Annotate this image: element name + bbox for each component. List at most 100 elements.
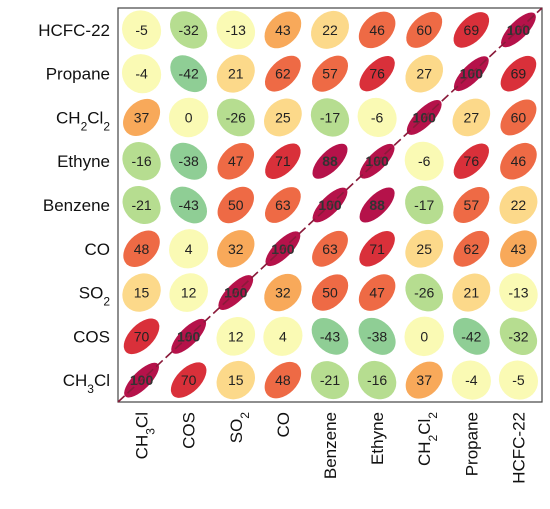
correlation-value: -6	[371, 109, 384, 125]
correlation-cells: -5-32-134322466069100-4-4221625776271006…	[121, 10, 539, 400]
correlation-cell: -4	[121, 54, 162, 94]
correlation-value: 32	[275, 285, 291, 301]
correlation-ellipse	[170, 142, 208, 180]
correlation-value: 37	[416, 372, 432, 388]
correlation-value: -4	[465, 372, 478, 388]
row-label-benzene: Benzene	[43, 196, 110, 215]
correlation-cell: 70	[170, 362, 207, 398]
correlation-ellipse	[498, 360, 539, 400]
correlation-ellipse	[500, 142, 537, 180]
correlation-ellipse	[122, 185, 161, 225]
correlation-cell: -32	[499, 317, 538, 356]
column-label-ch2cl2: CH2Cl2	[415, 412, 440, 466]
correlation-ellipse	[121, 10, 162, 50]
correlation-ellipse	[500, 99, 537, 136]
correlation-cell: 4	[263, 316, 303, 356]
correlation-cell: 69	[453, 12, 490, 48]
correlation-cell: 43	[500, 230, 537, 268]
correlation-value: 70	[181, 372, 197, 388]
correlation-cell: 60	[500, 99, 537, 136]
correlation-ellipse	[123, 230, 160, 268]
correlation-value: 60	[511, 109, 527, 125]
row-label-ethyne: Ethyne	[57, 152, 110, 171]
correlation-value: 22	[322, 22, 338, 38]
correlation-cell: 37	[405, 361, 443, 399]
correlation-value: 22	[511, 197, 527, 213]
correlation-cell: 63	[312, 230, 348, 267]
correlation-value: 12	[228, 328, 244, 344]
column-label-cos: COS	[180, 412, 199, 449]
row-label-co: CO	[85, 240, 111, 259]
correlation-cell: -42	[452, 317, 490, 355]
correlation-cell: 25	[405, 229, 444, 268]
correlation-cell: -42	[170, 55, 208, 93]
correlation-ellipse	[217, 142, 255, 180]
correlation-ellipse	[169, 11, 208, 49]
correlation-value: 25	[275, 109, 291, 125]
correlation-value: 62	[275, 66, 291, 82]
correlation-ellipse	[358, 317, 396, 355]
correlation-value: 0	[420, 328, 428, 344]
correlation-cell: -17	[310, 98, 350, 137]
correlation-value: -42	[179, 66, 199, 82]
correlation-ellipse	[169, 273, 208, 312]
correlation-value: 37	[134, 109, 150, 125]
correlation-value: 12	[181, 285, 197, 301]
correlation-cell: 57	[311, 55, 349, 92]
correlation-value: -4	[135, 66, 148, 82]
correlation-ellipse	[405, 185, 444, 225]
correlation-cell: 22	[499, 186, 538, 224]
correlation-ellipse	[263, 316, 303, 356]
correlation-value: 69	[511, 66, 527, 82]
correlation-value: 27	[416, 66, 432, 82]
plot-frame	[117, 7, 543, 403]
correlation-cell: 37	[123, 98, 161, 136]
correlation-ellipse	[123, 318, 160, 355]
correlation-cell: 48	[123, 230, 160, 268]
correlation-value: -5	[512, 372, 525, 388]
row-label-cos: COS	[73, 327, 110, 346]
correlation-ellipse	[121, 54, 162, 94]
correlation-cell: 12	[216, 317, 256, 356]
correlation-ellipse	[404, 316, 444, 357]
correlation-cell: 57	[453, 186, 490, 224]
correlation-cell: 21	[452, 273, 491, 312]
correlation-cell: 48	[264, 361, 302, 399]
correlation-value: 46	[369, 22, 385, 38]
column-label-co: CO	[274, 412, 293, 438]
correlation-ellipse	[359, 55, 395, 92]
correlation-ellipse	[264, 187, 301, 223]
correlation-value: 21	[228, 66, 244, 82]
correlation-cell: 71	[359, 231, 395, 267]
correlation-ellipse	[406, 11, 443, 48]
correlation-value: -43	[320, 328, 340, 344]
correlation-ellipse	[264, 98, 302, 137]
correlation-cell: 4	[169, 229, 209, 269]
row-label-hcfc-22: HCFC-22	[38, 21, 110, 40]
correlation-ellipse	[358, 11, 396, 49]
correlation-ellipse	[216, 10, 256, 50]
correlation-ellipse	[453, 143, 490, 179]
correlation-cell: 27	[405, 54, 444, 93]
column-label-ethyne: Ethyne	[368, 412, 387, 465]
correlation-cell: 21	[216, 54, 255, 93]
correlation-value: 4	[279, 328, 287, 344]
correlation-ellipse	[452, 98, 491, 137]
correlation-cell: -21	[310, 361, 350, 400]
correlation-ellipse	[168, 97, 209, 138]
correlation-value: 50	[228, 197, 244, 213]
correlation-value: 57	[322, 66, 338, 82]
correlation-value: -6	[418, 153, 431, 169]
correlation-value: 46	[511, 153, 527, 169]
correlation-value: 21	[464, 285, 480, 301]
correlation-cell: 62	[264, 55, 301, 92]
correlation-ellipse	[500, 55, 537, 92]
correlation-ellipse	[310, 361, 350, 400]
correlation-ellipse	[499, 317, 538, 356]
correlation-cell: -5	[121, 10, 162, 50]
correlation-cell: 62	[453, 230, 490, 267]
correlation-value: -21	[131, 197, 151, 213]
correlation-value: 27	[464, 109, 480, 125]
correlation-ellipse	[405, 361, 443, 399]
